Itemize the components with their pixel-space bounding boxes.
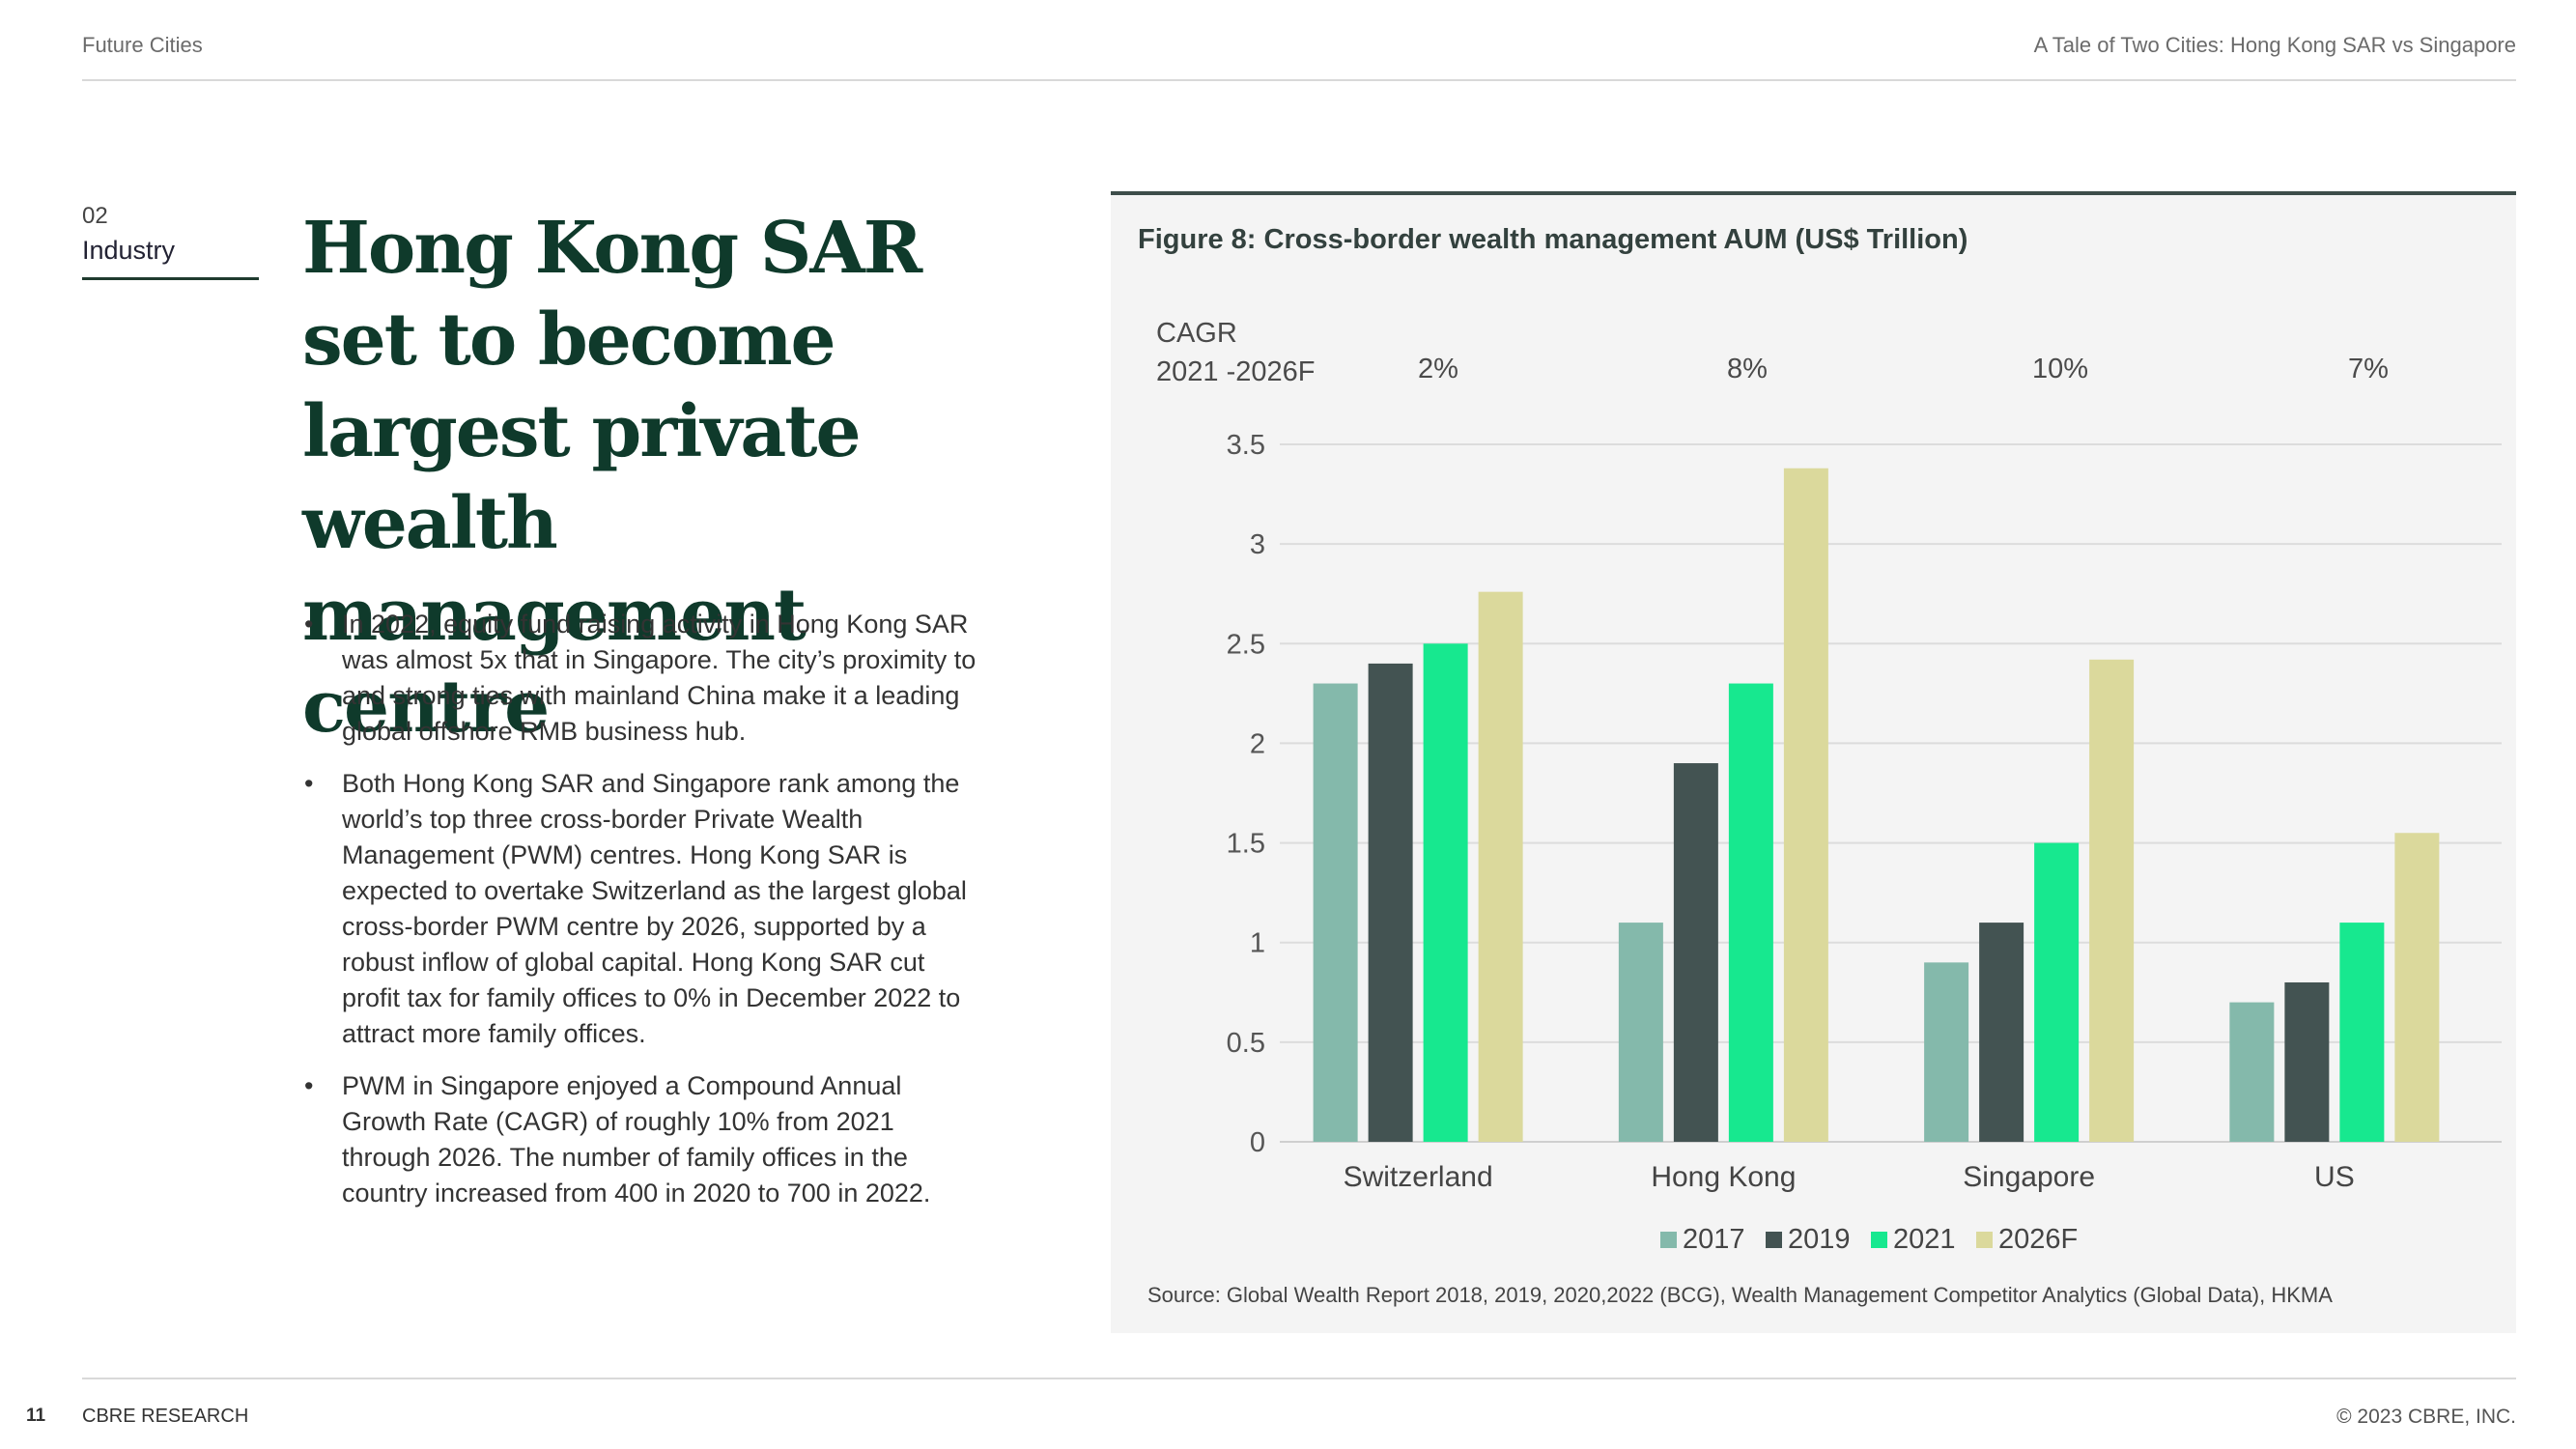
section-name: Industry: [82, 236, 176, 265]
cagr-label-line1: CAGR: [1156, 318, 1237, 349]
section-number: 02: [82, 203, 108, 229]
bar-2026f-us: [2394, 833, 2440, 1142]
figure-source: Source: Global Wealth Report 2018, 2019,…: [1147, 1283, 2333, 1307]
legend-label: 2019: [1788, 1224, 1851, 1255]
bar-2026f-hong-kong: [1783, 468, 1828, 1142]
cagr-value-us: 7%: [2348, 354, 2389, 384]
page-title: Hong Kong SAR set to become largest priv…: [302, 207, 922, 749]
y-tick-label: 0: [1250, 1127, 1265, 1158]
y-tick-label: 1.5: [1227, 829, 1265, 860]
y-tick-label: 3.5: [1227, 430, 1265, 461]
bullet-item: • PWM in Singapore enjoyed a Compound Ann…: [302, 1068, 978, 1211]
bullet-text: PWM in Singapore enjoyed a Compound Annu…: [342, 1071, 931, 1208]
footer-right: © 2023 CBRE, INC.: [2336, 1406, 2516, 1428]
cagr-value-hong-kong: 8%: [1727, 354, 1768, 384]
bar-2019-switzerland: [1368, 663, 1413, 1142]
bar-2021-switzerland: [1423, 643, 1468, 1142]
bar-2017-singapore: [1924, 962, 1969, 1142]
bullet-dot: •: [304, 1071, 314, 1100]
bar-2017-us: [2229, 1002, 2275, 1142]
bullet-text: In 2022, equity fund raising activity in…: [342, 610, 977, 746]
footer-divider: [82, 1378, 2516, 1379]
header-divider: [82, 79, 2516, 81]
bullet-dot: •: [304, 769, 314, 798]
legend-label: 2017: [1683, 1224, 1745, 1255]
figure-top-rule: [1111, 191, 2516, 195]
y-tick-label: 1: [1250, 928, 1265, 959]
y-tick-label: 0.5: [1227, 1028, 1265, 1059]
x-tick-label: Singapore: [1963, 1161, 2095, 1193]
cagr-value-singapore: 10%: [2032, 354, 2089, 384]
y-tick-label: 2.5: [1227, 629, 1265, 660]
bullet-item: • Both Hong Kong SAR and Singapore rank a…: [302, 766, 978, 1052]
bar-chart: 0 0.5 1 1.5 2 2.5 3 3.5 Switzerland Hong Kong Sing…: [1227, 430, 2502, 1255]
page-number: 11: [26, 1406, 46, 1426]
bar-2019-hong-kong: [1673, 763, 1718, 1142]
legend-swatch-2017: [1660, 1232, 1677, 1248]
footer-left: CBRE RESEARCH: [82, 1406, 249, 1427]
bar-2019-us: [2284, 981, 2330, 1142]
legend-label: 2026F: [1998, 1224, 2078, 1255]
header-right: A Tale of Two Cities: Hong Kong SAR vs S…: [2033, 33, 2516, 57]
y-tick-label: 2: [1250, 728, 1265, 759]
bullet-text: Both Hong Kong SAR and Singapore rank am…: [342, 769, 967, 1048]
figure-title: Figure 8: Cross-border wealth management…: [1138, 224, 1968, 255]
bar-2026f-singapore: [2089, 659, 2135, 1142]
bullet-list: • In 2022, equity fund raising activity i…: [302, 607, 978, 1228]
legend-swatch-2026f: [1976, 1232, 1993, 1248]
bar-2017-hong-kong: [1618, 923, 1663, 1142]
x-tick-label: US: [2314, 1161, 2355, 1193]
legend-swatch-2019: [1766, 1232, 1782, 1248]
cagr-label-line2: 2021 -2026F: [1156, 356, 1316, 387]
bullet-dot: •: [304, 610, 314, 639]
bar-2019-singapore: [1979, 923, 2024, 1142]
bar-2021-singapore: [2034, 842, 2080, 1142]
cagr-value-switzerland: 2%: [1418, 354, 1458, 384]
legend-label: 2021: [1893, 1224, 1956, 1255]
bar-2026f-switzerland: [1478, 591, 1523, 1142]
legend-swatch-2021: [1871, 1232, 1887, 1248]
bullet-item: • In 2022, equity fund raising activity i…: [302, 607, 978, 750]
bar-2017-switzerland: [1313, 683, 1358, 1142]
x-tick-label: Switzerland: [1344, 1161, 1493, 1193]
section-underline: [82, 277, 259, 280]
bar-2021-us: [2339, 923, 2385, 1142]
cagr-label: CAGR 2021 -2026F: [1156, 314, 1315, 391]
x-tick-label: Hong Kong: [1651, 1161, 1796, 1193]
header-left: Future Cities: [82, 33, 203, 57]
bar-2021-hong-kong: [1728, 683, 1773, 1142]
y-tick-label: 3: [1250, 529, 1265, 560]
